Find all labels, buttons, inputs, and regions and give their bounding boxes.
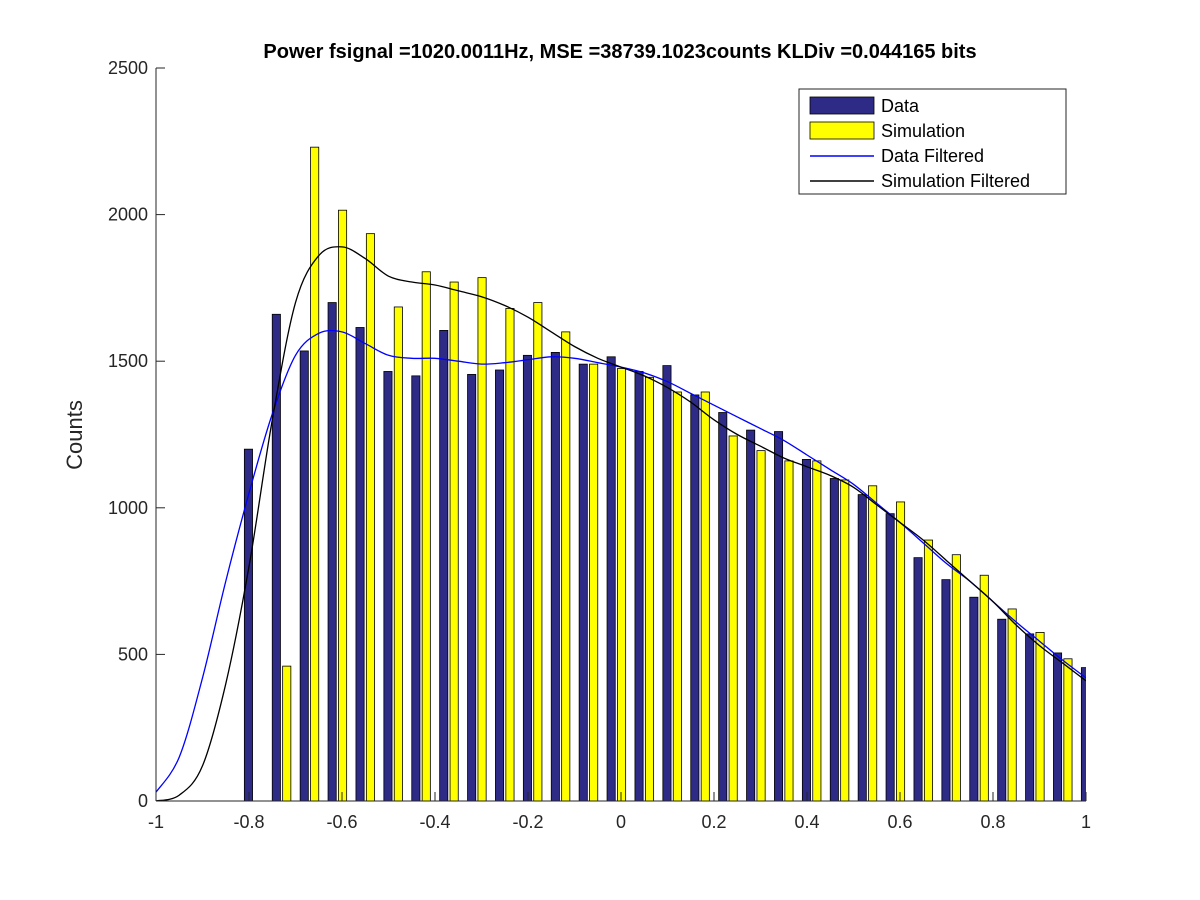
data-bar: [1080, 667, 1086, 801]
x-tick-label: 1: [1081, 812, 1091, 832]
simulation-bar: [672, 391, 682, 801]
simulation-bar: [979, 574, 989, 801]
simulation-bar: [393, 306, 403, 801]
simulation-bar: [784, 460, 794, 801]
data-bar: [857, 494, 867, 801]
data-bar: [662, 365, 672, 801]
data-bar: [383, 371, 393, 801]
data-bar: [801, 459, 811, 801]
x-tick-label: 0: [616, 812, 626, 832]
y-tick-label: 500: [118, 644, 148, 664]
simulation-bar: [561, 331, 571, 801]
data-bar: [550, 352, 560, 801]
data-bar: [467, 373, 477, 801]
data-bar: [997, 618, 1007, 801]
legend-label-data-filtered: Data Filtered: [881, 146, 984, 166]
legend-swatch-simulation: [809, 121, 875, 140]
legend-label-simulation-filtered: Simulation Filtered: [881, 171, 1030, 191]
simulation-bar: [868, 485, 878, 801]
simulation-bar: [812, 460, 822, 801]
y-tick-label: 2000: [108, 205, 148, 225]
data-bar: [746, 429, 756, 801]
simulation-bar: [338, 209, 348, 801]
simulation-bar: [477, 277, 487, 801]
data-bar: [718, 412, 728, 801]
simulation-bar: [421, 271, 431, 801]
data-bar: [913, 557, 923, 801]
y-tick-label: 1500: [108, 351, 148, 371]
data-bar: [355, 327, 365, 801]
simulation-bar: [310, 146, 320, 801]
data-bar: [1053, 652, 1063, 801]
x-tick-label: -0.2: [512, 812, 543, 832]
data-bar: [439, 330, 449, 801]
simulation-bar: [728, 435, 738, 801]
simulation-bar: [589, 363, 599, 801]
data-bar: [774, 431, 784, 801]
data-bar: [969, 596, 979, 801]
data-bar: [690, 394, 700, 801]
data-filtered-line: [156, 329, 1086, 793]
data-bar: [1025, 633, 1035, 801]
data-bar: [522, 354, 532, 801]
x-tick-label: -0.4: [419, 812, 450, 832]
data-bar: [634, 371, 644, 801]
y-tick-label: 0: [138, 791, 148, 811]
simulation-bar: [282, 665, 292, 801]
axes-layer: 0 500 1000 1500 2000 2500 -1 -0.8 -0.6 -0.4 -0.2 0 0…: [108, 58, 1091, 832]
x-tick-label: 0.8: [980, 812, 1005, 832]
simulation-bar: [1007, 608, 1017, 801]
simulation-bar: [365, 233, 375, 801]
data-bar: [299, 350, 309, 801]
simulation-bar: [533, 302, 543, 801]
legend-label-simulation: Simulation: [881, 121, 965, 141]
data-bar: [885, 513, 895, 801]
simulation-bar: [840, 479, 850, 801]
x-tick-label: -0.6: [326, 812, 357, 832]
y-tick-label: 1000: [108, 498, 148, 518]
lines-layer: [156, 246, 1086, 801]
x-tick-label: 0.4: [794, 812, 819, 832]
data-bar: [411, 375, 421, 801]
data-bar: [243, 448, 253, 801]
y-axis-label: Counts: [62, 400, 87, 470]
data-bar: [606, 356, 616, 801]
simulation-bar: [617, 368, 627, 801]
data-bar: [941, 579, 951, 801]
x-tick-label: 0.6: [887, 812, 912, 832]
x-tick-label: -1: [148, 812, 164, 832]
legend-label-data: Data: [881, 96, 920, 116]
data-bar: [327, 302, 337, 801]
data-bar: [495, 369, 505, 801]
data-bar: [829, 478, 839, 801]
simulation-bar: [644, 376, 654, 801]
x-tick-label: 0.2: [701, 812, 726, 832]
simulation-bar: [923, 539, 933, 801]
simulation-bar: [896, 501, 906, 801]
y-tick-label: 2500: [108, 58, 148, 78]
legend: Data Simulation Data Filtered Simulation Fi…: [798, 88, 1067, 195]
simulation-bar: [1035, 632, 1045, 801]
data-bar: [578, 363, 588, 801]
simulation-bar: [449, 281, 459, 801]
simulation-bar: [1063, 658, 1073, 801]
simulation-bar: [700, 391, 710, 801]
data-bar: [271, 313, 281, 801]
simulation-bar: [505, 308, 515, 801]
simulation-bar: [756, 450, 766, 801]
simulation-bar: [951, 554, 961, 801]
simulation-filtered-line: [156, 246, 1086, 801]
legend-swatch-data: [809, 96, 875, 115]
chart-title: Power fsignal =1020.0011Hz, MSE =38739.1…: [263, 41, 976, 63]
x-tick-label: -0.8: [233, 812, 264, 832]
